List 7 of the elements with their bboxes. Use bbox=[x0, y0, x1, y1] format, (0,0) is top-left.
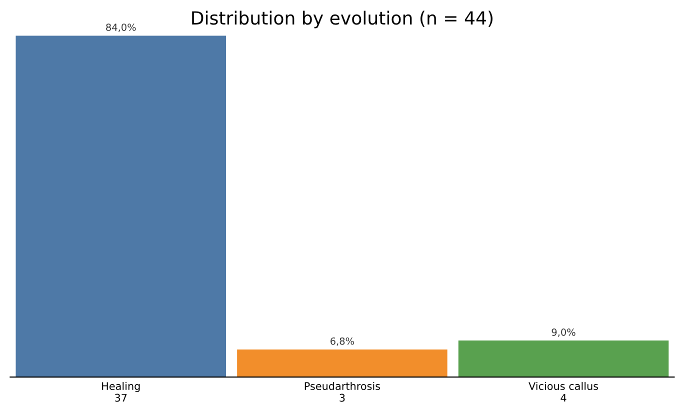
data-label: 84,0% bbox=[106, 24, 136, 32]
data-label: 9,0% bbox=[552, 328, 576, 337]
x-tick-label: Healing 37 bbox=[102, 382, 140, 402]
data-label: 6,8% bbox=[330, 337, 354, 346]
chart-title: Distribution by evolution (n = 44) bbox=[192, 10, 493, 28]
x-tick-label: Pseudarthrosis 3 bbox=[304, 382, 380, 402]
x-tick-label: Vicious callus 4 bbox=[528, 382, 598, 402]
